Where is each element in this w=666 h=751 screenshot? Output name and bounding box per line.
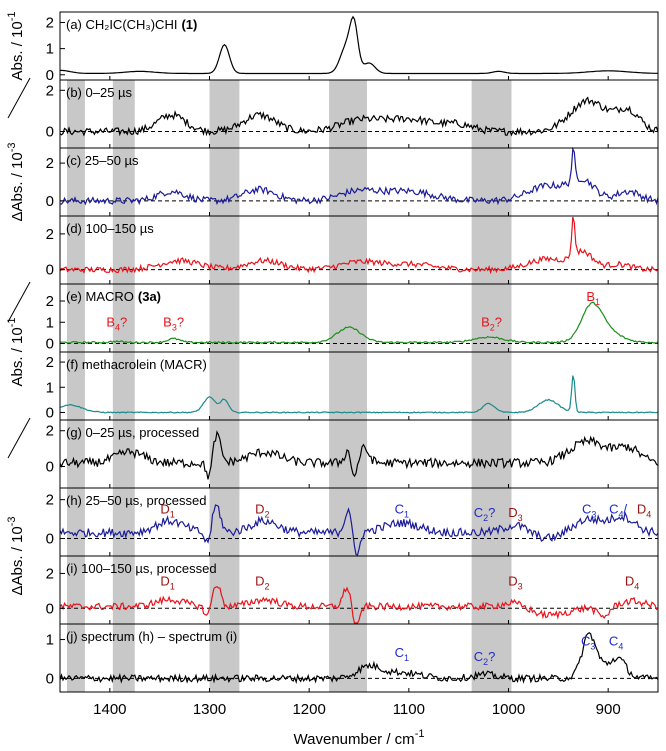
peak-annotation: C3 <box>581 633 595 651</box>
panel-label: (h) 25–50 µs, processed <box>66 493 206 508</box>
panel-label: (b) 0–25 µs <box>66 85 133 100</box>
y-tick-label: 0 <box>46 531 54 548</box>
series-line-h <box>59 504 659 556</box>
y-tick-label: 0 <box>46 262 54 279</box>
shaded-bands <box>66 80 512 692</box>
y-tick-label: 2 <box>46 492 54 509</box>
y-tick-label: 2 <box>46 82 54 99</box>
peak-annotation: C4/ <box>609 501 627 519</box>
peak-annotation: C2? <box>474 649 496 667</box>
panel-label: (c) 25–50 µs <box>66 153 139 168</box>
y-tick-label: 0 <box>46 193 54 210</box>
x-tick-label: 1400 <box>93 701 126 718</box>
axis-break-mark <box>7 417 31 459</box>
series-line-e <box>59 301 659 345</box>
peak-annotation: C1 <box>395 501 409 519</box>
panel-label: (g) 0–25 µs, processed <box>66 425 199 440</box>
peak-annotation: B2? <box>481 315 502 333</box>
shaded-band-3 <box>209 80 240 692</box>
x-tick-label: 1000 <box>492 701 525 718</box>
peak-annotation: D3 <box>508 505 522 523</box>
y-axis-title: Abs. / 10-1 <box>6 318 26 387</box>
series-line-b <box>59 96 659 137</box>
y-tick-label: 2 <box>46 293 54 310</box>
y-tick-label: 2 <box>46 226 54 243</box>
peak-annotation: C2? <box>474 505 496 523</box>
x-axis-title: Wavenumber / cm-1 <box>294 728 425 748</box>
panel-label: (d) 100–150 µs <box>66 221 154 236</box>
x-tick-label: 1100 <box>393 701 425 718</box>
axis-break-mark <box>7 77 31 119</box>
y-axis-title: ΔAbs. / 10-3 <box>6 142 26 221</box>
axis-break-mark <box>7 281 31 323</box>
series-line-d <box>59 216 659 275</box>
y-axis-title: ΔAbs. / 10-3 <box>6 516 26 595</box>
peak-annotation: D3 <box>508 574 522 592</box>
panel-label: (f) methacrolein (MACR) <box>66 357 207 372</box>
shaded-band-4 <box>329 80 367 692</box>
panel-label: (j) spectrum (h) – spectrum (i) <box>66 629 237 644</box>
x-tick-label: 1200 <box>292 701 325 718</box>
peak-annotation: B1 <box>586 289 600 307</box>
peak-annotation: D2 <box>255 574 269 592</box>
peak-annotation: D4 <box>625 574 639 592</box>
panel-e: 0 1 2 (e) MACRO (3a) B4? B3? B2? B1 <box>46 283 659 353</box>
y-axis-titles: Abs. / 10-1 ΔAbs. / 10-3 Abs. / 10-1 ΔAbs. … <box>6 12 31 596</box>
y-tick-label: 1 <box>46 314 54 331</box>
shaded-band-1 <box>66 80 85 692</box>
shaded-band-2 <box>112 80 135 692</box>
y-axis-title: Abs. / 10-1 <box>6 12 26 81</box>
y-tick-label: 1 <box>46 41 54 58</box>
peak-annotation: C3 <box>582 501 596 519</box>
peak-annotation: D2 <box>255 501 269 519</box>
y-tick-label: 2 <box>46 14 54 31</box>
y-tick-label: 0 <box>46 336 54 353</box>
series-line-g <box>59 430 659 480</box>
series-line-j <box>59 631 659 685</box>
y-tick-label: 1 <box>46 379 54 396</box>
panel-frame <box>59 623 659 693</box>
x-tick-label: 1300 <box>193 701 226 718</box>
panel-j: 0 1 (j) spectrum (h) – spectrum (i) C1 C2? C3… <box>46 623 659 693</box>
y-tick-label: 0 <box>46 124 54 141</box>
y-tick-label: 0 <box>46 404 54 421</box>
series-line-f <box>59 375 659 414</box>
panel-label: (e) MACRO (3a) <box>66 289 161 304</box>
peak-annotation: B4? <box>106 315 127 333</box>
shaded-band-5 <box>471 80 512 692</box>
series-line-c <box>59 146 659 206</box>
panel-label: (i) 100–150 µs, processed <box>66 561 217 576</box>
peak-annotation: B3? <box>163 315 184 333</box>
peak-annotation: D1 <box>160 501 174 519</box>
x-axis: 1400 1300 1200 1100 1000 900 Wavenumber / cm-1 <box>93 701 621 748</box>
peak-annotation: D4 <box>637 501 651 519</box>
y-tick-label: 2 <box>46 423 54 440</box>
peak-annotation: D1 <box>160 574 174 592</box>
peak-annotation: C1 <box>395 645 409 663</box>
x-tick-label: 900 <box>596 701 621 718</box>
peak-annotation: C4 <box>609 633 623 651</box>
series-line-a <box>59 15 658 75</box>
panel-b: 0 2 (b) 0–25 µs <box>46 79 659 149</box>
y-tick-label: 2 <box>46 565 54 582</box>
y-tick-label: 0 <box>46 600 54 617</box>
y-tick-label: 0 <box>46 459 54 476</box>
y-tick-label: 0 <box>46 67 54 84</box>
y-tick-label: 1 <box>46 632 54 649</box>
panel-c: 0 2 (c) 25–50 µs <box>46 146 659 217</box>
series-line-i <box>59 586 659 624</box>
y-tick-label: 2 <box>46 155 54 172</box>
panel-a: 0 1 2 (a) CH₂IC(CH₃)CHI (1) <box>46 11 659 84</box>
y-tick-label: 0 <box>46 670 54 687</box>
y-tick-label: 2 <box>46 354 54 371</box>
panel-label: (a) CH₂IC(CH₃)CHI (1) <box>66 17 197 32</box>
